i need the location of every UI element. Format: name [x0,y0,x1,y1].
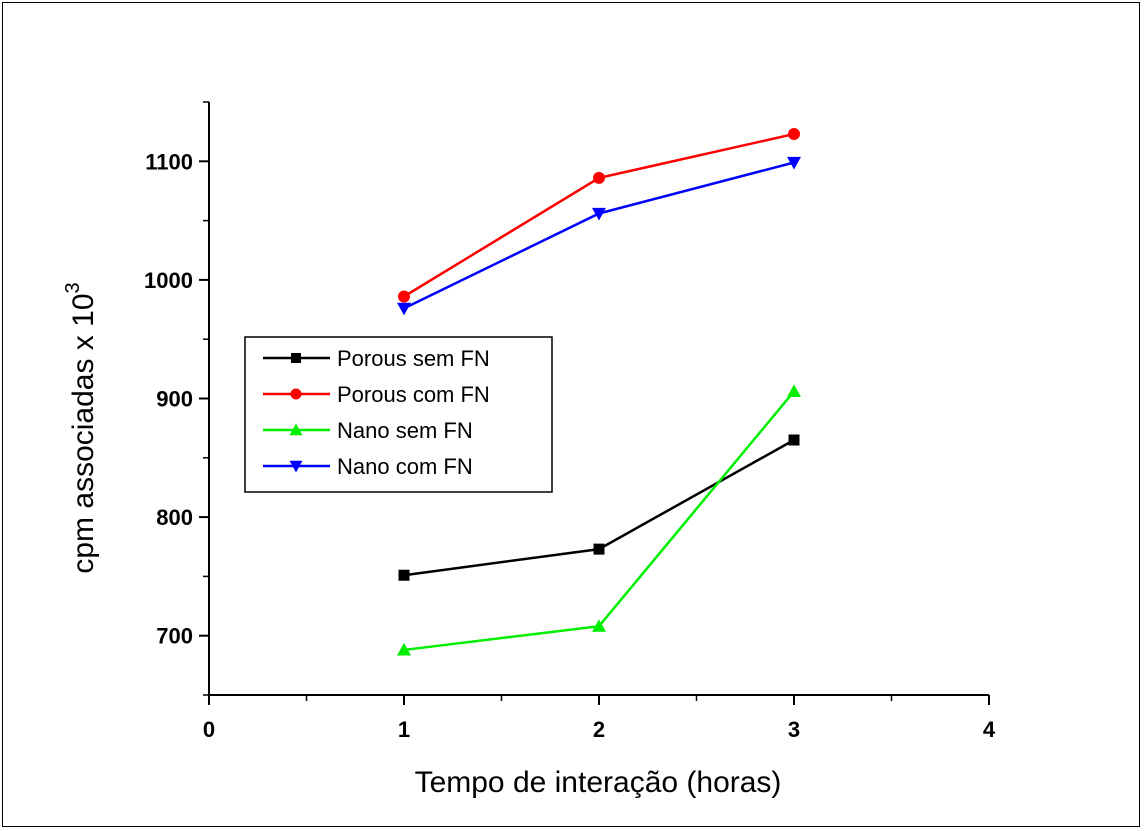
legend-marker [289,460,303,473]
legend-marker [291,353,301,363]
legend-marker [290,388,302,400]
data-point [592,207,606,221]
data-point [397,642,411,656]
x-tick-label: 1 [398,717,410,742]
x-tick-label: 3 [788,717,800,742]
legend-item: Nano com FN [263,454,473,479]
legend-item: Porous com FN [263,382,490,407]
legend-item: Nano sem FN [263,418,473,443]
data-point [593,543,605,555]
x-tick-label: 0 [203,717,215,742]
data-point [398,569,410,581]
y-axis-title-text: cpm associadas x 10 [67,293,100,573]
y-axis-title-superscript: 3 [62,282,84,293]
legend-label: Porous com FN [337,382,490,407]
series-line [403,161,795,310]
y-tick-label: 900 [156,387,193,412]
data-point [788,128,800,141]
legend-label: Nano sem FN [337,418,473,443]
legend-label: Porous sem FN [337,346,490,371]
data-point [788,434,800,446]
series-layer [397,128,801,656]
series-0 [398,434,800,581]
x-tick-label: 2 [593,717,605,742]
series-1 [398,128,800,303]
series-3 [397,156,801,316]
data-point [592,619,606,632]
legend-item: Porous sem FN [263,346,490,371]
data-point [787,156,801,170]
y-tick-label: 1000 [144,268,193,293]
y-tick-label: 700 [156,624,193,649]
data-point [593,171,605,184]
data-point [398,290,410,303]
x-tick-label: 4 [983,717,996,742]
legend-marker [289,423,303,436]
y-tick-label: 800 [156,505,193,530]
y-axis-title: cpm associadas x 103 [62,282,100,573]
axes: 0 1 2 3 4 700 800 900 1000 1100 [144,101,996,742]
data-point [397,302,411,316]
data-point [787,384,801,397]
x-axis-title: Tempo de interação (horas) [415,766,782,799]
series-2 [397,384,801,656]
legend: Porous sem FN Porous com FN Nano sem FN Nan… [244,336,553,493]
legend-label: Nano com FN [337,454,473,479]
y-tick-label: 1100 [145,149,193,174]
